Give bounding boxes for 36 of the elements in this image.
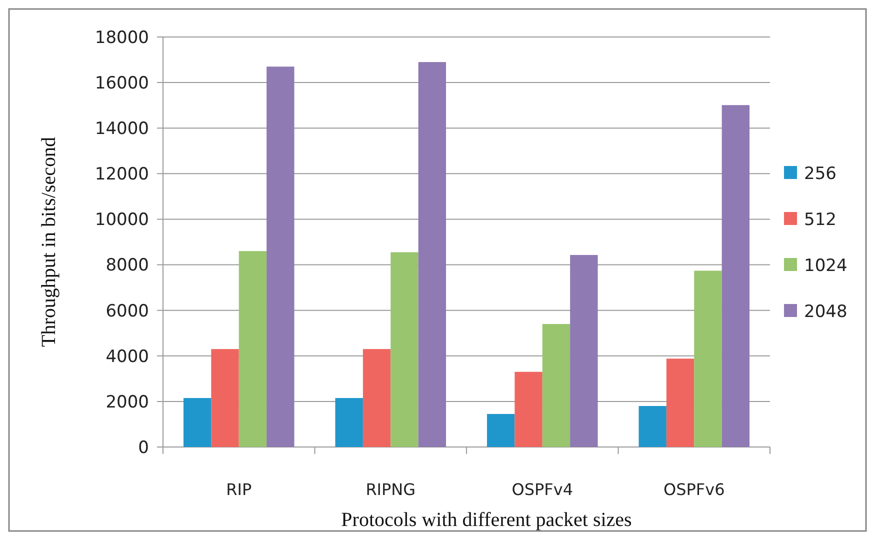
x-tick-label: OSPFv4: [512, 480, 573, 499]
y-tick-label: 14000: [94, 119, 149, 140]
bar: [514, 372, 542, 447]
x-tick-label: RIP: [226, 480, 252, 499]
bar: [666, 358, 694, 447]
legend-label: 2048: [804, 302, 848, 322]
y-tick-label: 6000: [106, 301, 149, 322]
bar: [694, 270, 722, 447]
bar: [266, 66, 294, 447]
bar: [390, 252, 418, 447]
y-tick-label: 18000: [94, 28, 149, 48]
bar: [638, 406, 666, 447]
y-tick-label: 16000: [94, 74, 149, 94]
bar: [211, 349, 239, 447]
y-tick-label: 0: [138, 438, 149, 458]
legend-label: 1024: [804, 256, 848, 276]
bar: [183, 398, 212, 447]
legend-label: 512: [804, 210, 836, 230]
bar: [238, 251, 267, 447]
y-tick-label: 10000: [94, 210, 149, 230]
legend-label: 256: [804, 164, 836, 184]
bar: [486, 414, 515, 447]
y-tick-label: 4000: [106, 346, 149, 367]
y-tick-label: 12000: [94, 164, 149, 185]
y-axis-title: Throughput in bits/second: [38, 137, 60, 347]
bar: [570, 254, 598, 447]
bar: [362, 349, 391, 447]
bar: [335, 398, 363, 447]
y-tick-label: 8000: [106, 256, 149, 276]
bar: [418, 62, 446, 447]
x-tick-label: OSPFv6: [664, 480, 725, 499]
y-tick-label: 2000: [106, 392, 149, 412]
x-tick-label: RIPNG: [366, 480, 416, 499]
bar: [722, 105, 750, 447]
x-axis-title: Protocols with different packet sizes: [341, 509, 632, 531]
bar: [542, 324, 570, 447]
